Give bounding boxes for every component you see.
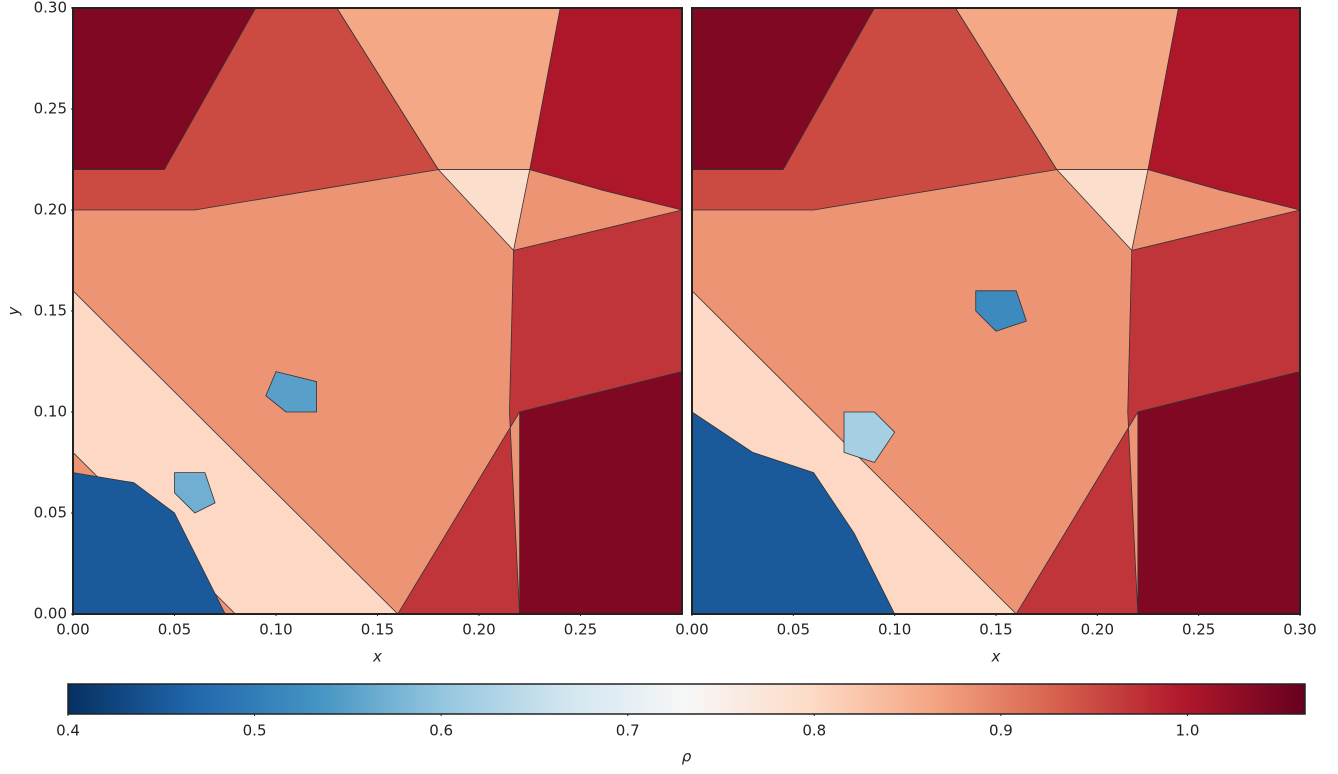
field-region — [519, 371, 682, 614]
colorbar-tick-label: 0.7 — [616, 722, 640, 740]
field-region — [73, 472, 226, 614]
colorbar — [67, 683, 1306, 715]
x-tick-label: 0.20 — [1081, 621, 1114, 639]
x-tick-label: 0.30 — [1283, 621, 1316, 639]
plot-area — [73, 8, 682, 614]
y-tick-label: 0.15 — [34, 302, 67, 320]
y-tick-label: 0.20 — [34, 201, 67, 219]
field-region — [692, 411, 896, 614]
field-region — [437, 169, 531, 251]
field-region — [1056, 169, 1149, 251]
x-tick-label: 0.15 — [979, 621, 1012, 639]
colorbar-tick-label: 0.6 — [429, 722, 453, 740]
x-tick-label: 0.15 — [361, 621, 394, 639]
field-region — [843, 411, 896, 463]
x-tick-label: 0.00 — [675, 621, 708, 639]
field-region — [1015, 209, 1300, 614]
field-region — [265, 371, 318, 413]
y-tick-label: 0.05 — [34, 504, 67, 522]
colorbar-tick-label: 1.0 — [1176, 722, 1200, 740]
y-tick-label: 0.00 — [34, 605, 67, 623]
y-tick-label: 0.30 — [34, 0, 67, 17]
field-region — [1137, 371, 1300, 614]
y-tick-label: 0.25 — [34, 100, 67, 118]
colorbar-tick-label: 0.5 — [243, 722, 267, 740]
x-axis-label: x — [372, 648, 382, 666]
colorbar-label: ρ — [682, 748, 692, 766]
colorbar-tick-label: 0.9 — [989, 722, 1013, 740]
field-region — [174, 472, 216, 514]
field-region — [73, 290, 399, 614]
x-tick-label: 0.25 — [564, 621, 597, 639]
plot-area — [692, 8, 1300, 614]
field-region — [397, 209, 682, 614]
field-region — [529, 8, 682, 211]
field-region — [1147, 8, 1300, 211]
colorbar-tick-label: 0.4 — [56, 722, 80, 740]
x-tick-label: 0.10 — [259, 621, 292, 639]
x-tick-label: 0.00 — [56, 621, 89, 639]
x-tick-label: 0.20 — [462, 621, 495, 639]
x-tick-label: 0.25 — [1182, 621, 1215, 639]
x-tick-label: 0.10 — [878, 621, 911, 639]
x-axis-label: x — [991, 648, 1001, 666]
x-tick-label: 0.05 — [777, 621, 810, 639]
field-region — [975, 290, 1027, 332]
y-axis-label: y — [5, 305, 23, 316]
colorbar-tick-label: 0.8 — [802, 722, 826, 740]
x-tick-label: 0.05 — [158, 621, 191, 639]
y-tick-label: 0.10 — [34, 403, 67, 421]
